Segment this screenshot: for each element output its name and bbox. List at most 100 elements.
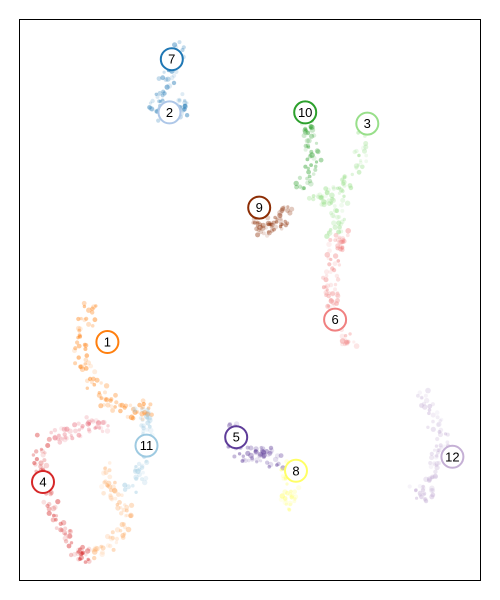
data-point <box>285 482 289 486</box>
data-point <box>41 499 47 505</box>
data-point <box>86 419 92 425</box>
data-point <box>252 220 257 225</box>
data-point <box>315 149 321 155</box>
data-point <box>324 190 330 196</box>
data-point <box>102 480 107 485</box>
data-point <box>334 273 340 279</box>
data-point <box>282 499 288 506</box>
data-point <box>424 397 430 404</box>
data-point <box>335 291 340 295</box>
data-point <box>78 547 83 552</box>
data-point <box>432 461 437 466</box>
data-point <box>122 482 128 488</box>
data-point <box>415 496 419 500</box>
data-point <box>307 174 312 179</box>
data-point <box>115 502 120 507</box>
data-point <box>58 527 64 533</box>
data-point <box>154 92 158 97</box>
data-point <box>286 205 290 209</box>
data-point <box>264 449 270 454</box>
cluster-label-11: 11 <box>134 433 159 458</box>
cluster-label-5: 5 <box>224 425 249 450</box>
data-point <box>330 290 336 296</box>
data-point <box>125 513 129 518</box>
data-point <box>313 167 318 172</box>
data-point <box>436 460 442 466</box>
data-point <box>124 508 129 513</box>
cluster-marker-ring <box>440 444 465 469</box>
data-point <box>80 551 84 556</box>
data-point <box>338 246 343 252</box>
data-point <box>445 440 450 445</box>
data-point <box>132 409 138 415</box>
data-point <box>110 484 116 491</box>
data-point <box>418 493 422 497</box>
data-point <box>92 555 97 561</box>
data-point <box>429 494 435 500</box>
data-point <box>83 366 89 371</box>
data-point <box>293 497 297 501</box>
data-point <box>118 529 123 533</box>
data-point <box>300 186 305 191</box>
data-point <box>327 201 332 207</box>
data-point <box>119 521 125 528</box>
data-point <box>122 532 127 536</box>
data-point <box>333 238 338 243</box>
data-point <box>253 449 259 456</box>
data-point <box>106 424 110 428</box>
data-point <box>328 238 333 242</box>
data-point <box>128 403 133 408</box>
data-point <box>69 541 74 545</box>
data-point <box>54 514 59 518</box>
data-point <box>340 246 345 250</box>
data-point <box>133 409 138 413</box>
data-point <box>69 434 73 438</box>
data-point <box>353 343 360 349</box>
data-point <box>304 128 308 132</box>
data-point <box>305 176 309 181</box>
data-point <box>341 177 345 181</box>
data-point <box>337 239 343 245</box>
data-point <box>426 476 433 482</box>
data-point <box>319 195 324 199</box>
data-point <box>324 233 330 239</box>
data-point <box>434 444 439 448</box>
data-point <box>258 222 263 227</box>
data-point <box>309 149 314 154</box>
data-point <box>136 461 142 467</box>
data-point <box>97 391 102 395</box>
data-point <box>282 205 286 209</box>
data-point <box>320 193 325 198</box>
data-point <box>321 285 326 290</box>
data-point <box>113 480 117 485</box>
data-point <box>182 106 187 112</box>
data-point <box>99 551 105 557</box>
data-point <box>86 321 92 327</box>
data-point <box>342 174 348 180</box>
data-point <box>340 208 345 213</box>
data-point <box>133 465 139 471</box>
data-point <box>350 172 354 177</box>
data-point <box>317 192 323 197</box>
data-point <box>82 304 87 309</box>
data-point <box>422 401 426 406</box>
data-point <box>335 237 342 243</box>
data-point <box>76 550 80 554</box>
cluster-label-3: 3 <box>355 111 380 136</box>
data-point <box>281 476 286 481</box>
cluster-label-12: 12 <box>440 444 465 469</box>
data-point <box>279 208 285 213</box>
data-point <box>183 98 187 103</box>
data-point <box>108 494 114 500</box>
data-point <box>422 491 427 496</box>
data-point <box>185 101 189 105</box>
data-point <box>45 503 50 508</box>
data-point <box>171 80 177 86</box>
data-point <box>38 460 44 466</box>
data-point <box>323 277 329 283</box>
data-point <box>342 194 346 198</box>
cluster-label-text: 12 <box>445 449 459 464</box>
data-point <box>338 222 344 227</box>
data-point <box>183 103 188 108</box>
cluster-label-text: 8 <box>292 463 299 478</box>
